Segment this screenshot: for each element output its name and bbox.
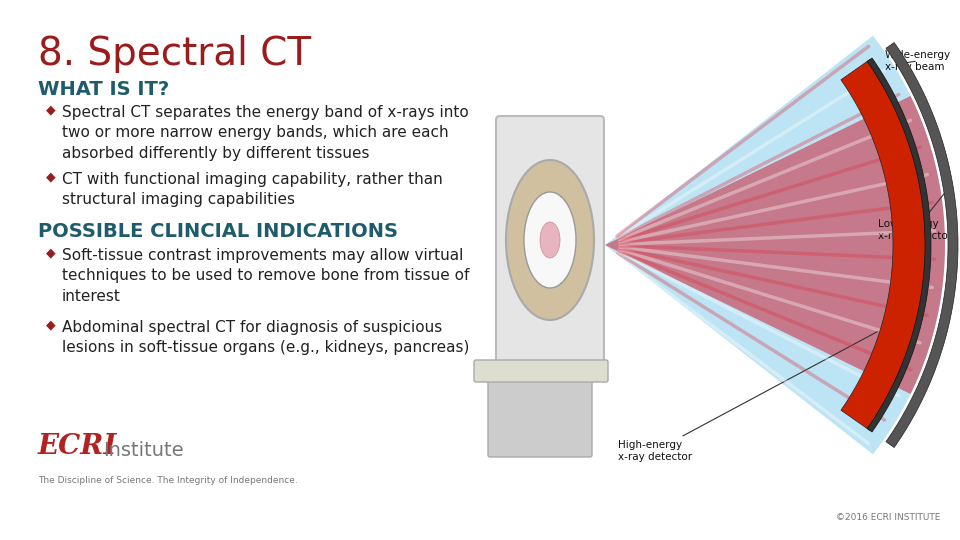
Polygon shape [841, 60, 928, 430]
FancyBboxPatch shape [474, 360, 608, 382]
Text: Spectral CT separates the energy band of x-rays into
two or more narrow energy b: Spectral CT separates the energy band of… [62, 105, 468, 161]
Text: The Discipline of Science. The Integrity of Independence.: The Discipline of Science. The Integrity… [38, 476, 298, 485]
Ellipse shape [540, 222, 560, 258]
Text: 8. Spectral CT: 8. Spectral CT [38, 35, 311, 73]
Polygon shape [605, 36, 945, 454]
Text: Abdominal spectral CT for diagnosis of suspicious
lesions in soft-tissue organs : Abdominal spectral CT for diagnosis of s… [62, 320, 469, 355]
Text: ©2016 ECRI INSTITUTE: ©2016 ECRI INSTITUTE [835, 513, 940, 522]
Polygon shape [886, 43, 958, 448]
FancyBboxPatch shape [496, 116, 604, 374]
Text: POSSIBLE CLINCIAL INDICATIONS: POSSIBLE CLINCIAL INDICATIONS [38, 222, 398, 241]
Text: ◆: ◆ [46, 170, 56, 183]
Text: ◆: ◆ [46, 246, 56, 259]
Ellipse shape [524, 192, 576, 288]
Text: ◆: ◆ [46, 318, 56, 331]
Text: Soft-tissue contrast improvements may allow virtual
techniques to be used to rem: Soft-tissue contrast improvements may al… [62, 248, 469, 304]
Ellipse shape [506, 160, 594, 320]
FancyBboxPatch shape [488, 375, 592, 457]
Text: ◆: ◆ [46, 103, 56, 116]
Text: WHAT IS IT?: WHAT IS IT? [38, 80, 169, 99]
Text: High-energy
x-ray detector: High-energy x-ray detector [618, 332, 877, 462]
Text: Wide-energy
x-ray beam: Wide-energy x-ray beam [885, 50, 951, 72]
Polygon shape [867, 58, 931, 432]
Text: Institute: Institute [103, 441, 183, 460]
Polygon shape [605, 96, 945, 394]
Text: CT with functional imaging capability, rather than
structural imaging capabiliti: CT with functional imaging capability, r… [62, 172, 443, 207]
Text: ECRI: ECRI [38, 433, 117, 460]
Text: Low-energy
x-ray detector: Low-energy x-ray detector [878, 185, 952, 241]
